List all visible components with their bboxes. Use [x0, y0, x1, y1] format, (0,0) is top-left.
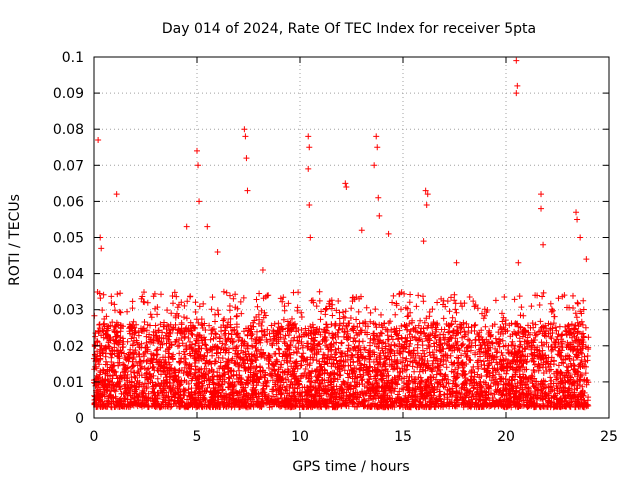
data-point [98, 245, 105, 252]
data-point [306, 144, 313, 151]
grid-lines [94, 57, 609, 418]
data-point [538, 205, 545, 212]
data-point [453, 259, 460, 266]
y-tick-label: 0.05 [53, 231, 84, 247]
data-point [540, 241, 547, 248]
axes: 0 0.01 0.02 0.03 0.04 0.05 0.06 0.07 0.08 0.09 0.1… [53, 50, 618, 445]
data-point [574, 216, 581, 223]
x-tick-label: 0 [90, 429, 99, 445]
data-point [375, 194, 382, 201]
data-point [214, 248, 221, 255]
baseline-markers [91, 288, 592, 411]
data-point [204, 223, 211, 230]
data-point [583, 256, 590, 263]
y-axis-label: ROTI / TECUs [7, 194, 23, 286]
data-point [376, 212, 383, 219]
data-point [305, 165, 312, 172]
data-point [242, 133, 249, 140]
x-tick-label: 10 [291, 429, 309, 445]
data-point [196, 198, 203, 205]
data-point [183, 223, 190, 230]
data-point [244, 187, 251, 194]
y-tick-label: 0.01 [53, 375, 84, 391]
data-points [91, 57, 592, 411]
data-point [195, 162, 202, 169]
data-point [113, 191, 120, 198]
plot-frame [93, 56, 610, 419]
data-point [194, 147, 200, 154]
data-point [423, 202, 430, 209]
y-tick-label: 0.09 [53, 86, 84, 102]
data-point [420, 238, 427, 245]
data-point [305, 133, 312, 140]
data-point [422, 187, 429, 194]
y-tick-label: 0 [75, 411, 84, 427]
y-tick-label: 0.07 [53, 158, 84, 174]
y-tick-label: 0.1 [62, 50, 84, 66]
data-point [373, 133, 380, 140]
y-tick-label: 0.04 [53, 267, 84, 283]
data-point [306, 202, 313, 209]
data-point [371, 162, 378, 169]
x-tick-label: 15 [394, 429, 412, 445]
data-point [241, 126, 248, 133]
data-point [385, 230, 392, 237]
data-point [374, 144, 381, 151]
data-point [358, 227, 365, 234]
data-point [513, 90, 520, 97]
data-point [342, 180, 349, 187]
y-tick-label: 0.08 [53, 122, 84, 138]
x-axis-label: GPS time / hours [292, 459, 409, 475]
data-point [538, 191, 545, 198]
data-point [577, 234, 584, 241]
data-point [424, 191, 431, 198]
data-point [513, 57, 520, 64]
data-point [259, 266, 266, 273]
y-tick-label: 0.03 [53, 303, 84, 319]
x-tick-label: 5 [193, 429, 202, 445]
y-tick-label: 0.06 [53, 194, 84, 210]
y-tick-label: 0.02 [53, 339, 84, 355]
data-point [514, 82, 521, 89]
chart-title: Day 014 of 2024, Rate Of TEC Index for r… [162, 21, 536, 37]
data-point [243, 155, 250, 162]
x-tick-label: 20 [497, 429, 515, 445]
data-point [307, 234, 314, 241]
data-point [515, 259, 522, 266]
data-point [95, 137, 102, 144]
x-tick-label: 25 [600, 429, 618, 445]
data-point [573, 209, 580, 216]
data-point [343, 183, 350, 190]
